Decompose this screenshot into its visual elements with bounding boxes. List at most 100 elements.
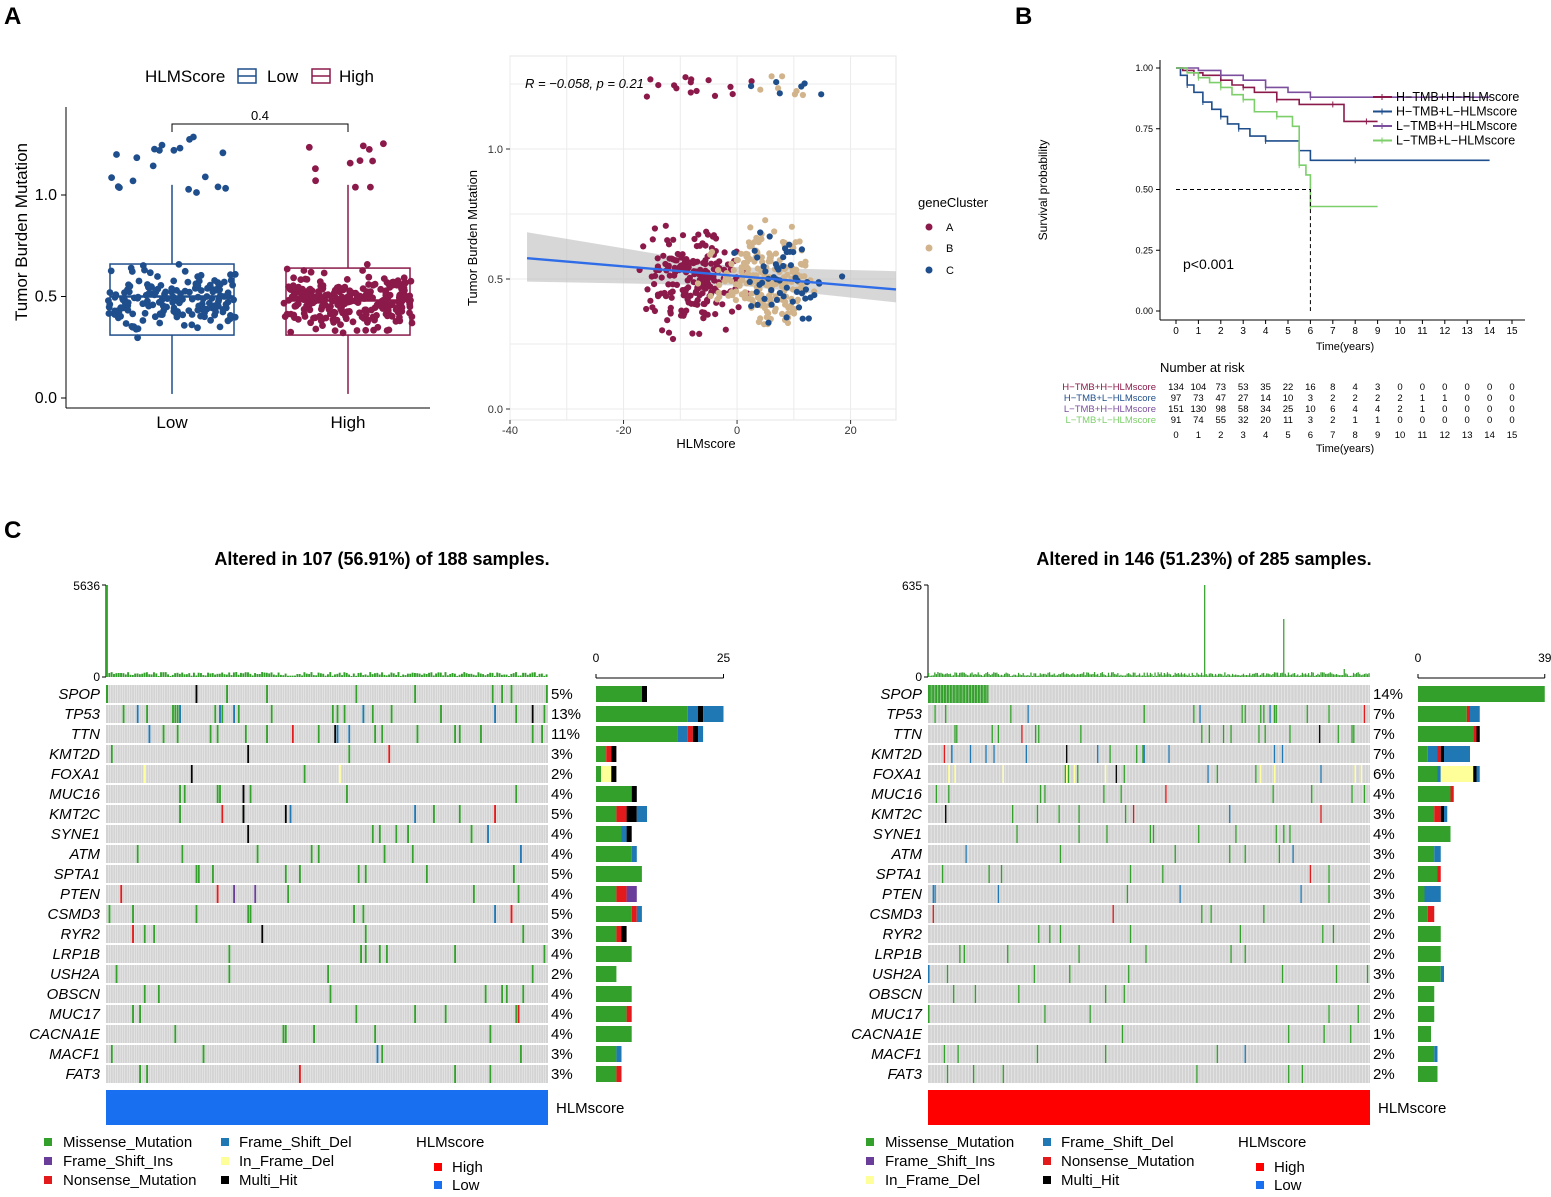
alteration-cell xyxy=(517,1005,520,1023)
alteration-cell xyxy=(345,785,348,803)
tmb-bar xyxy=(235,672,238,677)
tmb-bar xyxy=(1155,675,1158,677)
tmb-bar xyxy=(932,675,934,677)
gene-count-bar xyxy=(1440,966,1444,982)
scatter-point xyxy=(693,87,700,95)
scatter-point xyxy=(696,330,703,337)
risk-x-tick-label: 11 xyxy=(1417,430,1427,441)
risk-value: 134 xyxy=(1168,382,1184,393)
scatter-point xyxy=(760,263,767,270)
km-x-tick-label: 0 xyxy=(1173,326,1179,337)
alteration-cell xyxy=(338,765,341,783)
tmb-bar xyxy=(1140,675,1142,677)
boxplot-point xyxy=(158,141,166,149)
cluster-legend-c: C xyxy=(925,265,954,277)
alteration-cell xyxy=(364,925,367,943)
onco-row-bg xyxy=(928,1045,1370,1063)
alteration-cell xyxy=(957,685,959,703)
tmb-bar xyxy=(120,673,122,677)
tmb-bar xyxy=(1093,672,1096,677)
risk-value: 73 xyxy=(1216,382,1227,393)
alteration-cell xyxy=(1066,745,1068,763)
tmb-bar xyxy=(432,675,435,677)
scatter-point xyxy=(790,310,798,317)
alteration-cell xyxy=(298,1065,301,1083)
km-curve xyxy=(1176,67,1378,208)
boxplot-point xyxy=(139,317,147,324)
gene-count-bar xyxy=(1440,746,1444,762)
tmb-bar xyxy=(1258,675,1260,677)
alteration-cell xyxy=(1123,985,1125,1003)
boxplot-point xyxy=(129,177,137,185)
alteration-cell xyxy=(1262,705,1265,723)
alteration-cell xyxy=(1109,745,1111,763)
tmb-bar xyxy=(181,672,184,677)
alteration-cell xyxy=(232,705,236,723)
gene-count-bar xyxy=(1418,866,1438,882)
onco-row-bg xyxy=(928,785,1370,803)
alteration-cell xyxy=(1199,705,1201,723)
tmb-bar xyxy=(207,672,209,677)
tmb-bar xyxy=(430,672,433,677)
tmb-bar xyxy=(515,672,517,677)
gene-label: USH2A xyxy=(50,966,100,983)
boxplot-point xyxy=(173,313,181,321)
alteration-cell xyxy=(228,945,231,963)
risk-value: 3 xyxy=(1375,382,1380,393)
risk-value: 0 xyxy=(1465,382,1470,393)
gene-count-bar xyxy=(1434,806,1441,822)
boxplot-point xyxy=(295,288,303,296)
hlmscore-legend-swatch-high xyxy=(434,1163,442,1171)
tmb-bar xyxy=(1048,672,1051,677)
scatter-point xyxy=(682,74,689,81)
risk-value: 0 xyxy=(1487,404,1492,415)
tmb-bar xyxy=(265,672,268,677)
risk-value: 0 xyxy=(1487,415,1492,426)
risk-value: 14 xyxy=(1260,393,1271,404)
tmb-bar xyxy=(1300,675,1302,677)
gene-count-bar xyxy=(692,726,698,742)
alteration-cell xyxy=(489,1025,492,1043)
onco-row-bg xyxy=(928,1025,1370,1043)
km-y-tick-label: 0.50 xyxy=(1135,185,1153,195)
count-axis-min: 0 xyxy=(1415,651,1422,665)
alteration-cell xyxy=(1216,1045,1218,1063)
alteration-cell xyxy=(968,685,970,703)
scatter-point xyxy=(647,76,654,83)
boxplot-point xyxy=(364,318,371,326)
tmb-bar xyxy=(1162,675,1164,677)
tmb-bar xyxy=(392,673,395,677)
alteration-cell xyxy=(1320,805,1322,823)
tmb-bar xyxy=(371,674,374,677)
risk-value: 130 xyxy=(1190,404,1206,415)
onco-row-bg xyxy=(928,945,1370,963)
tmb-bar xyxy=(1323,672,1325,677)
alteration-cell xyxy=(1038,925,1040,943)
scatter-point xyxy=(799,91,807,99)
alteration-cell xyxy=(1079,725,1082,743)
alteration-cell xyxy=(946,965,949,983)
boxplot-point xyxy=(342,315,350,323)
alteration-cell xyxy=(162,725,165,743)
tmb-bar xyxy=(968,675,970,677)
alteration-cell xyxy=(453,725,457,743)
alteration-cell xyxy=(515,705,518,723)
alteration-cell xyxy=(291,725,294,743)
gene-count-bar xyxy=(641,686,647,702)
tmb-bar xyxy=(1123,675,1125,677)
alteration-cell xyxy=(374,1025,377,1043)
tmb-bar xyxy=(247,672,249,677)
alteration-cell xyxy=(1044,1005,1046,1023)
alteration-cell xyxy=(343,705,346,723)
gene-count-bar xyxy=(616,806,627,822)
tmb-bar xyxy=(1041,674,1043,677)
tmb-bar xyxy=(1166,672,1169,677)
tmb-bar xyxy=(1090,674,1093,677)
tmb-bar xyxy=(1208,673,1210,677)
tmb-bar xyxy=(1159,674,1161,677)
alteration-cell xyxy=(955,725,958,743)
alteration-cell xyxy=(489,1065,492,1083)
tmb-bar xyxy=(1303,674,1305,677)
tmb-bar xyxy=(1030,672,1032,677)
